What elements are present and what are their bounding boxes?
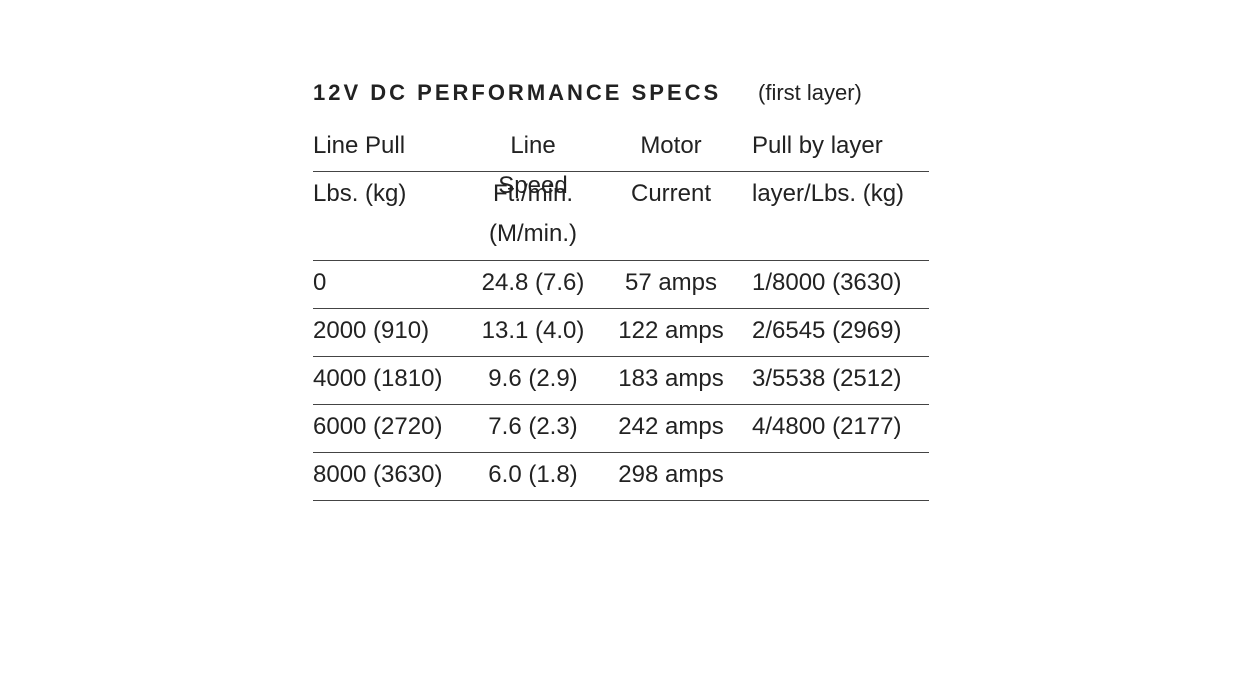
rule — [313, 260, 929, 261]
header-cell: Pull by layer — [752, 132, 883, 159]
table-cell: 2000 (910) — [313, 317, 430, 344]
header-cell: Ft./min. (M/min.) — [489, 180, 577, 247]
table-cell: 13.1 (4.0) — [481, 317, 585, 344]
table-cell: 122 amps — [618, 317, 724, 344]
rule — [313, 356, 929, 357]
rule — [313, 308, 929, 309]
rule — [313, 452, 929, 453]
table-cell: 4000 (1810) — [313, 365, 443, 392]
table-cell: 242 amps — [618, 413, 724, 440]
rule — [313, 171, 929, 172]
table-cell: 183 amps — [618, 365, 724, 392]
table-cell: 24.8 (7.6) — [481, 269, 585, 296]
table-cell: 7.6 (2.3) — [488, 413, 578, 440]
table-cell: 8000 (3630) — [313, 461, 443, 488]
table-cell: 9.6 (2.9) — [488, 365, 578, 392]
rule — [313, 500, 929, 501]
table-cell: 6.0 (1.8) — [488, 461, 578, 488]
table-cell: 298 amps — [618, 461, 724, 488]
header-cell: Line Pull — [313, 132, 406, 159]
header-cell: Current — [630, 180, 712, 207]
header-cell: Lbs. (kg) — [313, 180, 407, 207]
rule — [313, 404, 929, 405]
header-cell: Motor — [640, 132, 702, 159]
subtitle: (first layer) — [758, 80, 862, 105]
table-cell: 2/6545 (2969) — [752, 317, 902, 344]
table-cell: 57 amps — [624, 269, 718, 296]
table-cell: 3/5538 (2512) — [752, 365, 902, 392]
header-cell: Line Speed — [498, 132, 568, 199]
table-cell: 4/4800 (2177) — [752, 413, 902, 440]
table-cell: 6000 (2720) — [313, 413, 443, 440]
header-cell: layer/Lbs. (kg) — [752, 180, 905, 207]
table-cell: 0 — [313, 269, 327, 296]
title: 12V DC PERFORMANCE SPECS — [313, 80, 722, 105]
table-cell: 1/8000 (3630) — [752, 269, 902, 296]
